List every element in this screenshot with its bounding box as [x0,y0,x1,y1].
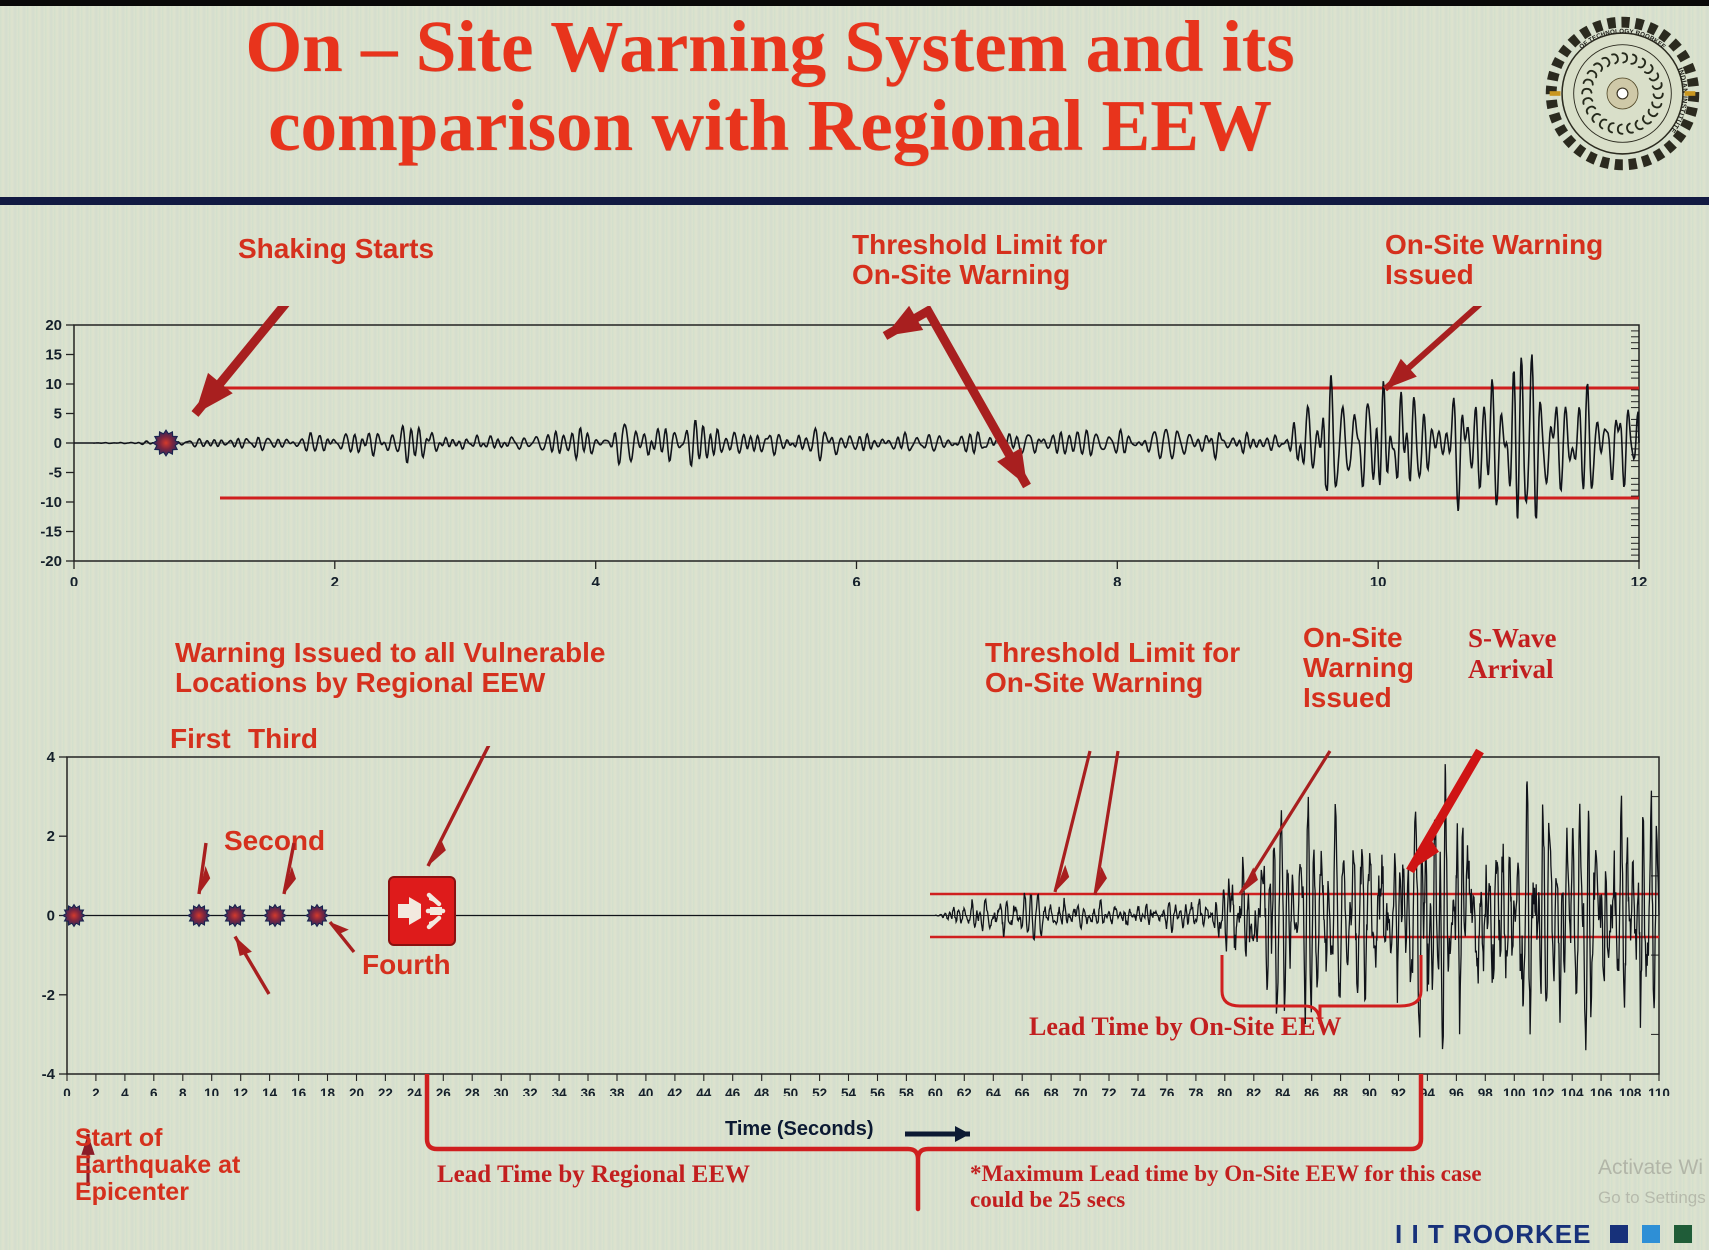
svg-text:8: 8 [1113,574,1121,586]
svg-text:6: 6 [852,574,860,586]
svg-text:0: 0 [47,908,55,925]
svg-text:4: 4 [47,749,56,766]
svg-text:5: 5 [54,406,62,423]
svg-text:-2: -2 [42,987,55,1004]
svg-text:2: 2 [47,828,55,845]
svg-text:-20: -20 [40,553,62,570]
svg-text:4: 4 [592,574,601,586]
svg-text:12: 12 [1631,574,1648,586]
svg-text:-10: -10 [40,494,62,511]
svg-text:2: 2 [331,574,339,586]
svg-text:10: 10 [1370,574,1387,586]
svg-text:0: 0 [70,574,78,586]
svg-text:15: 15 [45,347,62,364]
svg-text:20: 20 [45,317,62,334]
svg-text:-5: -5 [49,465,62,482]
svg-text:0: 0 [54,435,62,452]
svg-text:-15: -15 [40,524,62,541]
svg-text:10: 10 [45,376,62,393]
